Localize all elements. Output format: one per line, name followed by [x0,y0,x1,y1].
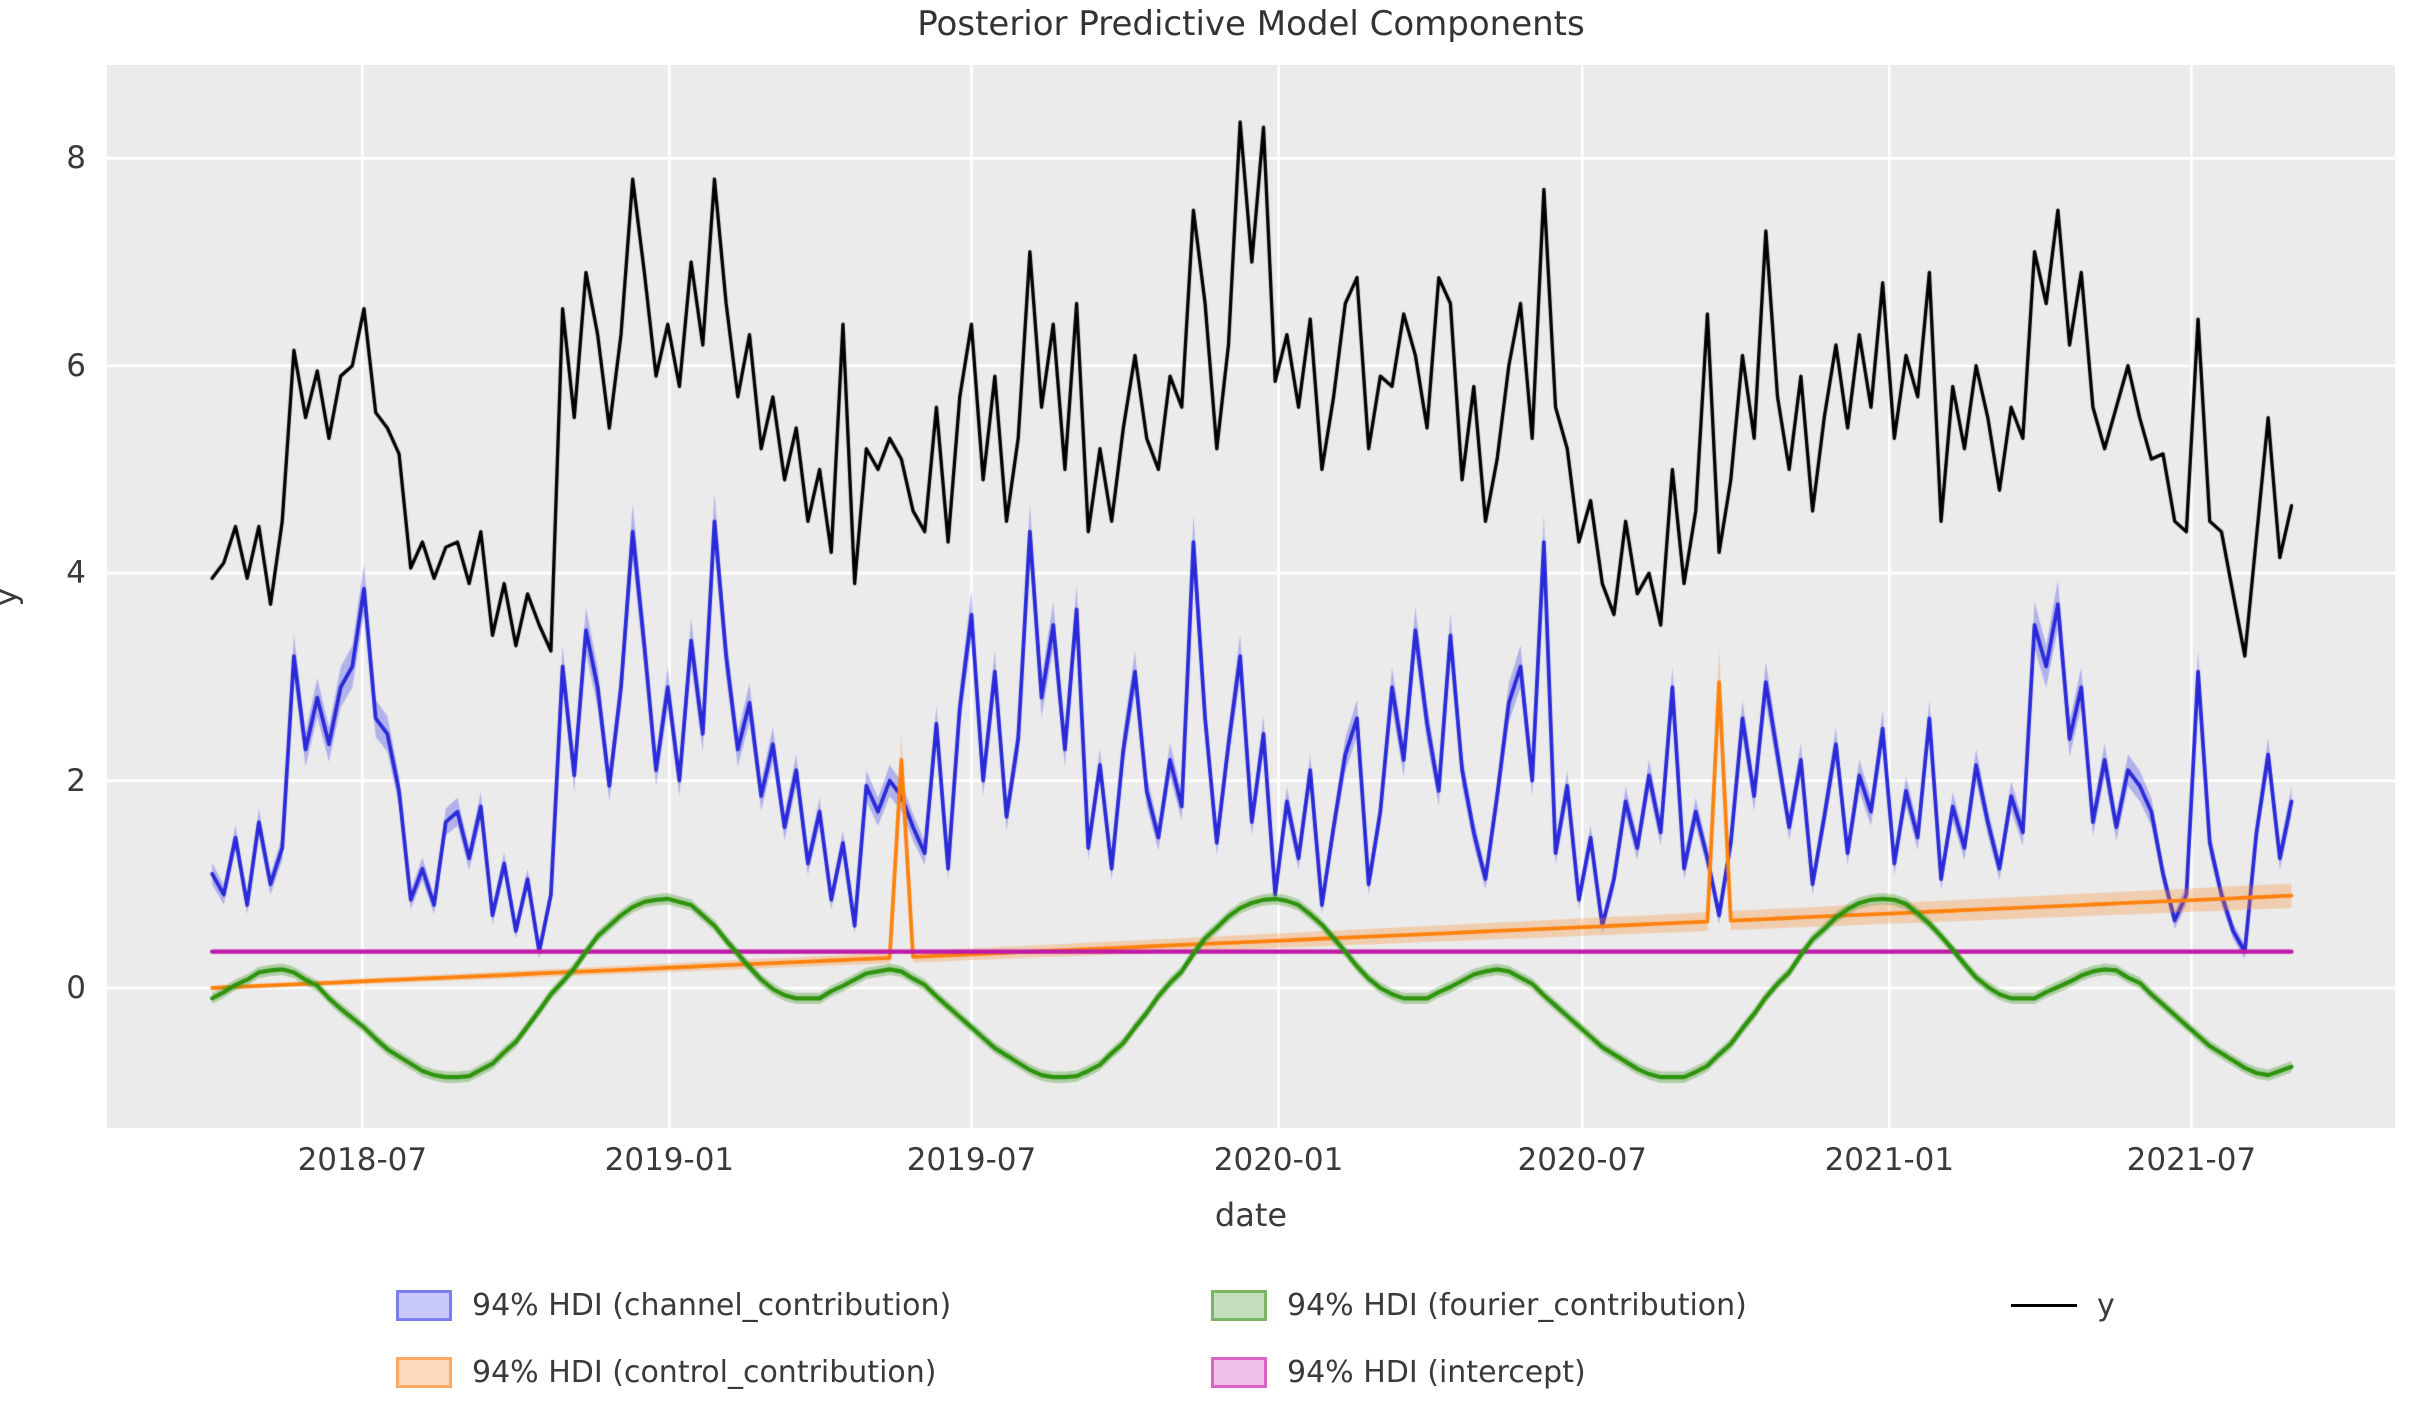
y-tick-label: 4 [66,555,86,592]
control-hdi-swatch [396,1357,452,1388]
legend: 94% HDI (channel_contribution) 94% HDI (… [396,1288,2115,1390]
y-tick-label: 2 [66,762,86,799]
x-axis-label: date [1214,1196,1288,1234]
y-line-swatch [2011,1303,2077,1308]
y-axis-label: y [0,588,24,607]
plot-canvas [107,65,2395,1128]
legend-item-channel: 94% HDI (channel_contribution) [396,1288,1201,1323]
legend-item-intercept: 94% HDI (intercept) [1211,1355,2001,1390]
x-tick-label: 2019-07 [906,1142,1037,1178]
x-tick-label: 2019-01 [604,1142,735,1178]
legend-item-fourier: 94% HDI (fourier_contribution) [1211,1288,2001,1323]
legend-label: 94% HDI (intercept) [1287,1355,1586,1390]
y-tick-label: 8 [66,140,86,177]
x-tick-label: 2021-01 [1824,1142,1955,1178]
chart-title: Posterior Predictive Model Components [917,4,1585,44]
legend-item-control: 94% HDI (control_contribution) [396,1355,1201,1390]
legend-item-y: y [2011,1288,2115,1323]
x-tick-label: 2018-07 [297,1142,428,1178]
legend-label: 94% HDI (channel_contribution) [472,1288,952,1323]
x-tick-label: 2020-07 [1517,1142,1648,1178]
y-tick-label: 0 [66,969,86,1006]
x-tick-label: 2021-07 [2126,1142,2257,1178]
fourier-hdi-swatch [1211,1290,1267,1321]
legend-label: y [2097,1288,2115,1323]
intercept-hdi-swatch [1211,1357,1267,1388]
plot-area [107,65,2395,1128]
x-tick-label: 2020-01 [1213,1142,1344,1178]
y-tick-label: 6 [66,347,86,384]
legend-label: 94% HDI (fourier_contribution) [1287,1288,1747,1323]
legend-label: 94% HDI (control_contribution) [472,1355,937,1390]
channel-hdi-swatch [396,1290,452,1321]
